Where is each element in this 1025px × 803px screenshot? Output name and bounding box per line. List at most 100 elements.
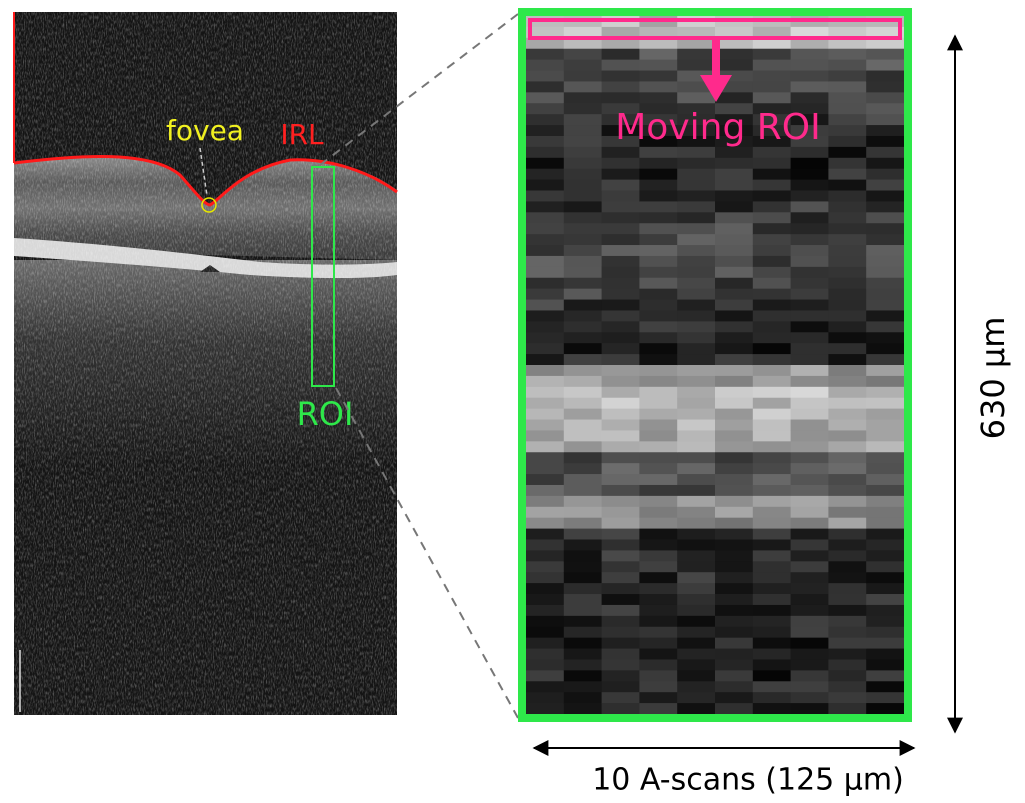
pixel-block — [715, 430, 753, 441]
pixel-block — [526, 343, 564, 354]
pixel-block — [715, 387, 753, 398]
pixel-block — [753, 627, 791, 638]
pixel-block — [753, 180, 791, 191]
pixel-block — [791, 365, 829, 376]
pixel-block — [639, 365, 677, 376]
pixel-block — [791, 572, 829, 583]
pixel-block — [639, 60, 677, 71]
pixel-block — [602, 92, 640, 103]
pixel-block — [828, 572, 866, 583]
pixel-block — [828, 201, 866, 212]
pixel-block — [715, 496, 753, 507]
pixel-block — [715, 474, 753, 485]
pixel-block — [564, 452, 602, 463]
pixel-block — [564, 234, 602, 245]
pixel-block — [753, 420, 791, 431]
pixel-block — [564, 430, 602, 441]
pixel-block — [602, 169, 640, 180]
pixel-block — [866, 71, 904, 82]
pixel-block — [791, 474, 829, 485]
pixel-block — [715, 616, 753, 627]
pixel-block — [791, 310, 829, 321]
irl-label: IRL — [280, 118, 324, 151]
pixel-block — [866, 223, 904, 234]
pixel-block — [677, 201, 715, 212]
pixel-block — [715, 256, 753, 267]
pixel-block — [526, 474, 564, 485]
pixel-block — [564, 561, 602, 572]
oct-bscan: fovea IRL ROI — [14, 12, 397, 715]
pixel-block — [677, 550, 715, 561]
pixel-block — [564, 278, 602, 289]
pixel-block — [791, 561, 829, 572]
page: fovea IRL ROI Moving ROI 630 µm 10 A-sca… — [0, 0, 1025, 803]
pixel-block — [866, 441, 904, 452]
pixel-block — [526, 234, 564, 245]
pixel-block — [828, 463, 866, 474]
pixel-block — [828, 605, 866, 616]
pixel-block — [677, 605, 715, 616]
pixel-block — [639, 387, 677, 398]
pixel-block — [639, 420, 677, 431]
pixel-block — [791, 638, 829, 649]
pixel-block — [791, 605, 829, 616]
pixel-block — [526, 256, 564, 267]
pixel-block — [828, 136, 866, 147]
pixel-block — [677, 572, 715, 583]
pixel-block — [602, 212, 640, 223]
pixel-block — [791, 376, 829, 387]
pixel-block — [866, 485, 904, 496]
pixel-block — [866, 354, 904, 365]
pixel-block — [639, 583, 677, 594]
pixel-block — [753, 234, 791, 245]
pixel-block — [753, 452, 791, 463]
pixel-block — [791, 681, 829, 692]
pixel-block — [602, 496, 640, 507]
pixel-block — [639, 71, 677, 82]
pixel-block — [715, 267, 753, 278]
pixel-block — [564, 245, 602, 256]
pixel-block — [677, 278, 715, 289]
pixel-block — [677, 223, 715, 234]
pixel-block — [753, 81, 791, 92]
pixel-block — [526, 365, 564, 376]
pixel-block — [564, 529, 602, 540]
pixel-block — [791, 223, 829, 234]
pixel-block — [866, 474, 904, 485]
pixel-block — [602, 60, 640, 71]
pixel-block — [791, 430, 829, 441]
pixel-block — [866, 398, 904, 409]
pixel-block — [564, 267, 602, 278]
pixel-block — [791, 703, 829, 714]
pixel-block — [677, 398, 715, 409]
pixel-block — [866, 572, 904, 583]
pixel-block — [564, 474, 602, 485]
pixel-block — [791, 387, 829, 398]
pixel-block — [526, 594, 564, 605]
pixel-block — [828, 92, 866, 103]
pixel-block — [866, 310, 904, 321]
pixel-block — [791, 540, 829, 551]
pixel-block — [602, 681, 640, 692]
pixel-block — [526, 81, 564, 92]
pixel-block — [753, 550, 791, 561]
pixel-block — [564, 125, 602, 136]
pixel-block — [753, 376, 791, 387]
pixel-block — [753, 583, 791, 594]
pixel-block — [715, 703, 753, 714]
pixel-block — [526, 605, 564, 616]
pixel-block — [602, 518, 640, 529]
pixel-block — [526, 169, 564, 180]
pixel-block — [526, 201, 564, 212]
pixel-block — [828, 114, 866, 125]
pixel-block — [602, 452, 640, 463]
pixel-block — [866, 692, 904, 703]
pixel-block — [866, 616, 904, 627]
pixel-block — [828, 529, 866, 540]
pixel-block — [639, 321, 677, 332]
pixel-block — [866, 638, 904, 649]
pixel-block — [677, 441, 715, 452]
pixel-block — [715, 147, 753, 158]
pixel-block — [866, 180, 904, 191]
pixel-block — [715, 681, 753, 692]
